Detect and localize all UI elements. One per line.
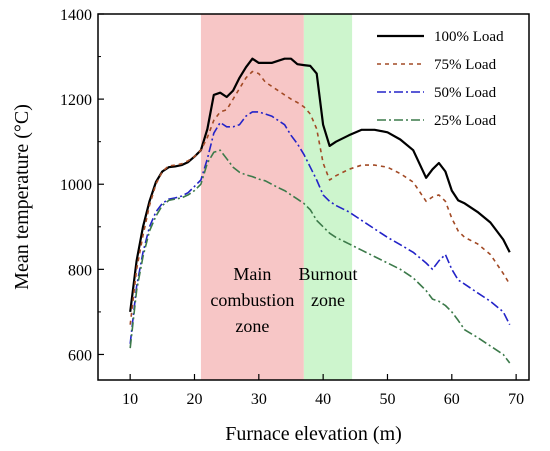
x-tick-label: 40 (315, 391, 331, 408)
x-tick-label: 70 (508, 391, 524, 408)
series-line-0 (129, 57, 511, 313)
x-tick-label: 30 (251, 391, 267, 408)
y-tick-label: 1200 (60, 92, 92, 109)
plot-frame (97, 13, 530, 381)
x-tick-label: 10 (122, 391, 138, 408)
zone-burnout-label-line: zone (311, 290, 345, 310)
legend-label: 100% Load (434, 29, 504, 45)
zone-main-band (200, 14, 304, 380)
legend-label: 50% Load (434, 85, 497, 101)
zone-burnout-label-line: Burnout (298, 264, 357, 284)
zone-main-label-line: Main (233, 264, 271, 284)
zone-main-label-line: combustion (210, 290, 294, 310)
series-line-2 (129, 111, 511, 344)
x-tick-label: 20 (186, 391, 202, 408)
y-axis-label: Mean temperature (°C) (11, 104, 33, 290)
legend-label: 75% Load (434, 57, 497, 73)
zones-layer: Main combustion zone Burnout zone (200, 14, 357, 380)
zone-burnout-band (303, 14, 353, 380)
y-tick-label: 1400 (60, 7, 92, 24)
ticks-layer: 10 20 30 40 50 60 70 600 800 1000 1200 1400 (60, 7, 524, 408)
x-axis-label: Furnace elevation (m) (225, 423, 402, 445)
zone-main-label-line: zone (235, 316, 269, 336)
y-tick-label: 800 (68, 262, 92, 279)
series-layer (129, 57, 511, 364)
x-tick-label: 50 (379, 391, 395, 408)
legend: 100% Load 75% Load 50% Load 25% Load (377, 29, 504, 129)
legend-label: 25% Load (434, 113, 497, 129)
y-tick-label: 1000 (60, 177, 92, 194)
series-line-1 (129, 70, 511, 325)
x-tick-label: 60 (444, 391, 460, 408)
y-tick-label: 600 (68, 347, 92, 364)
